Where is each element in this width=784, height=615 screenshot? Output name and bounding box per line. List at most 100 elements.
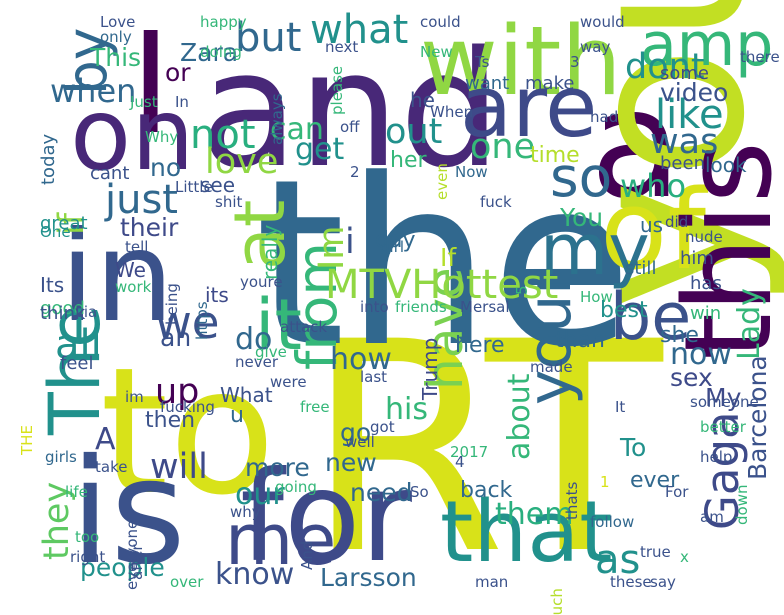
cloud-word: be [610,280,692,355]
cloud-word: now [670,337,732,372]
cloud-word: free [300,398,330,416]
cloud-word: much [548,588,566,615]
cloud-word: When [430,103,474,121]
cloud-word: than [555,328,605,353]
cloud-word: man [475,573,509,591]
cloud-word: help [700,448,733,466]
cloud-word: One [40,223,71,241]
cloud-word: Ts [475,53,490,71]
cloud-word: and [200,16,502,203]
cloud-word: when [50,72,137,110]
cloud-word: us [640,213,664,237]
cloud-word: Lady [732,288,767,360]
cloud-word: here [455,333,505,358]
cloud-word: I [130,3,172,166]
cloud-word: 5 [513,285,531,295]
cloud-word: it [255,284,302,366]
cloud-word: dont [625,47,705,87]
cloud-word: life [65,483,88,501]
cloud-word: she [660,323,699,348]
cloud-word: her [390,148,427,173]
cloud-word: has [690,273,722,294]
cloud-word: And [298,540,316,570]
cloud-word: girl [380,238,405,256]
cloud-word: our [235,477,285,512]
cloud-word: Its [40,273,65,297]
cloud-word: 4 [455,453,465,471]
cloud-word: do [235,322,273,357]
cloud-word: going [275,478,317,496]
cloud-word: really [258,224,282,280]
cloud-word: good [40,298,85,319]
cloud-word: cant [90,163,130,184]
cloud-word: can [270,112,324,147]
cloud-word: 2 [350,163,360,181]
cloud-word: How [580,288,613,306]
cloud-word: about [502,373,537,460]
cloud-word: new [325,448,377,477]
cloud-word: their [120,213,179,242]
cloud-word: Just [130,93,158,111]
cloud-word: he [410,88,435,112]
cloud-word: there [740,48,780,66]
cloud-word: next [325,38,359,56]
cloud-word: are [460,58,598,157]
cloud-word: but [235,15,302,61]
cloud-word: like [655,92,724,138]
cloud-word: who [620,167,687,205]
cloud-word: sex [670,363,713,392]
cloud-word: New [420,43,453,61]
cloud-word: we [155,296,220,349]
cloud-word: after [128,544,146,581]
cloud-word: down [733,484,751,525]
cloud-word: Why [145,128,179,146]
cloud-word: then [145,408,196,433]
cloud-word: tell [125,238,149,256]
cloud-word: these [610,573,652,591]
cloud-word: 1 [600,473,610,491]
cloud-word: would [580,13,625,31]
cloud-word: youre [240,273,283,291]
cloud-word: why [230,503,261,521]
cloud-word: off [340,118,360,136]
cloud-word: still [625,258,657,279]
cloud-word: feel [60,353,94,374]
cloud-word: This [90,43,142,72]
cloud-word: well [345,433,375,451]
cloud-word: give [255,343,287,361]
cloud-word: happy [200,13,247,31]
cloud-word: fuck [480,193,512,211]
cloud-word: back [460,478,513,503]
cloud-word: could [420,13,461,31]
cloud-word: people [80,553,165,582]
cloud-word: need [350,478,413,507]
cloud-word: want [465,73,510,94]
cloud-word: So [410,483,429,501]
cloud-word: was [650,122,719,162]
cloud-word: made [530,358,573,376]
cloud-word: https [193,301,211,340]
cloud-word: been [660,153,705,174]
cloud-word: To [620,433,647,462]
cloud-word: its [205,283,229,307]
cloud-word: x [680,548,689,566]
cloud-word: on [70,76,195,193]
cloud-word: of [600,166,707,294]
cloud-word: Little [175,178,213,196]
cloud-word: doing [200,43,242,61]
cloud-word: best [600,298,648,323]
cloud-word: We [115,258,146,282]
cloud-word: did [665,213,689,231]
cloud-word: It [615,398,626,416]
cloud-word: go [340,418,372,447]
cloud-word: Now [455,163,488,181]
cloud-word: someone [690,393,759,411]
cloud-word: right [70,548,106,566]
cloud-word: ever [630,468,680,493]
cloud-word: an [160,323,192,352]
cloud-word: love [205,142,279,182]
cloud-word: see [200,173,236,197]
cloud-word: more [245,453,310,482]
cloud-word: A [95,422,116,457]
